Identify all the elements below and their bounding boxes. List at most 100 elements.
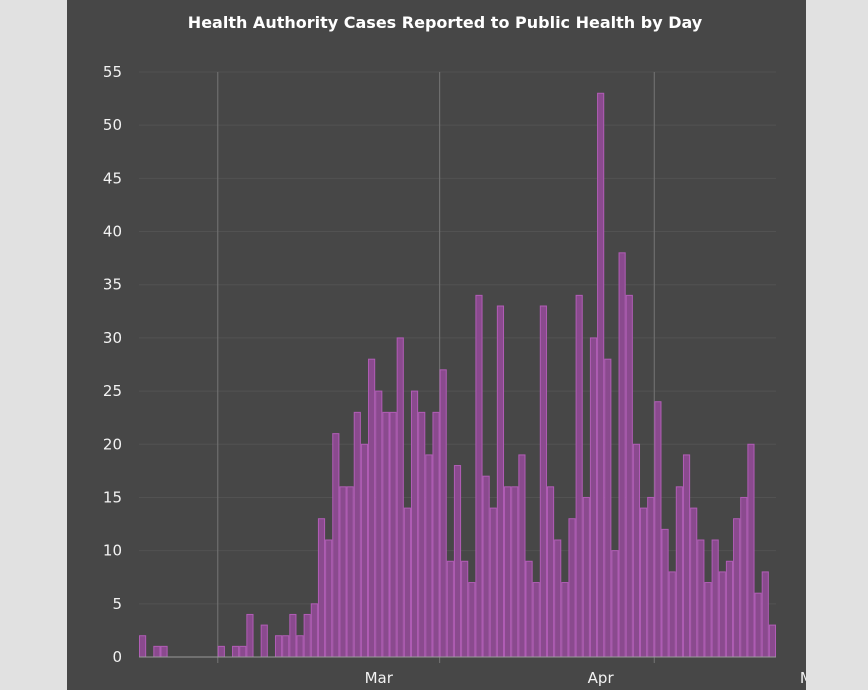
bar (432, 411, 440, 658)
bar (561, 582, 569, 658)
bar (768, 624, 777, 658)
bar (310, 603, 318, 658)
bar (282, 635, 290, 658)
y-tick-label: 5 (112, 595, 122, 613)
bar (403, 507, 411, 658)
bar (575, 294, 583, 658)
y-tick-label: 10 (103, 542, 122, 560)
bar (496, 305, 505, 658)
bar (718, 571, 726, 658)
bar (353, 411, 361, 658)
bar (611, 550, 619, 658)
bar (418, 411, 426, 658)
bar (482, 475, 490, 658)
bar (382, 411, 390, 658)
bar (232, 645, 240, 658)
y-tick-label: 45 (103, 169, 122, 187)
bar (625, 294, 633, 658)
bar (296, 635, 304, 658)
bar (546, 486, 555, 658)
bar (303, 613, 311, 658)
bar (733, 518, 741, 658)
bar (246, 613, 254, 658)
chart: Health Authority Cases Reported to Publi… (103, 13, 806, 687)
y-axis-ticks: 0 5 10 15 20 25 30 35 40 45 50 55 (103, 63, 122, 666)
y-tick-label: 50 (103, 116, 122, 134)
bar (582, 496, 590, 658)
bar (525, 560, 533, 658)
chart-panel: Health Authority Cases Reported to Publi… (67, 0, 806, 690)
bar (325, 539, 333, 658)
y-tick-label: 35 (103, 276, 122, 294)
bar (661, 528, 669, 658)
bar (368, 358, 376, 658)
bar (274, 635, 283, 658)
bar (532, 582, 540, 658)
bar (725, 560, 734, 658)
bar (647, 496, 655, 658)
bar (654, 401, 662, 658)
x-axis-ticks: Mar Apr May (365, 669, 806, 687)
bar (260, 624, 268, 658)
bar (346, 486, 354, 658)
bar (618, 252, 626, 658)
bar (682, 454, 691, 658)
bar (160, 645, 168, 658)
bar (568, 518, 576, 658)
bar (475, 294, 483, 658)
bar (518, 454, 526, 658)
bar (554, 539, 562, 658)
bar (425, 454, 433, 658)
bar (289, 613, 297, 658)
bar (761, 571, 769, 658)
bar (511, 486, 519, 658)
bar (375, 390, 383, 658)
bar (461, 560, 469, 658)
grid-lines (139, 71, 776, 605)
bar (217, 645, 225, 658)
bar (632, 443, 641, 658)
bar (754, 592, 762, 658)
y-tick-label: 20 (103, 435, 122, 453)
bar (468, 582, 476, 658)
bars (139, 92, 777, 658)
bar (668, 571, 676, 658)
x-tick-label: May (800, 669, 806, 687)
bar (453, 465, 462, 658)
bar (747, 443, 755, 658)
y-tick-label: 25 (103, 382, 122, 400)
bar (711, 539, 719, 658)
bar (690, 507, 698, 658)
bar (332, 433, 340, 658)
y-tick-label: 15 (103, 488, 122, 506)
bar (410, 390, 419, 658)
bar (389, 411, 397, 658)
bar (396, 337, 404, 658)
bar (597, 92, 605, 658)
bar (740, 496, 748, 658)
bar (675, 486, 683, 658)
x-tick-label: Apr (588, 669, 615, 687)
bar (640, 507, 648, 658)
y-tick-label: 55 (103, 63, 122, 81)
bar (139, 635, 147, 658)
bar (504, 486, 512, 658)
bar (317, 518, 326, 658)
bar (697, 539, 705, 658)
x-tick-label: Mar (365, 669, 394, 687)
bar (489, 507, 497, 658)
bar (153, 645, 161, 658)
bar (446, 560, 454, 658)
bar (439, 369, 447, 658)
bar (704, 582, 712, 658)
y-tick-label: 40 (103, 223, 122, 241)
bar (360, 443, 369, 658)
chart-title: Health Authority Cases Reported to Publi… (188, 13, 703, 32)
bar (589, 337, 598, 658)
y-tick-label: 30 (103, 329, 122, 347)
bar (339, 486, 347, 658)
bar (604, 358, 612, 658)
y-tick-label: 0 (112, 648, 122, 666)
bar (239, 645, 247, 658)
bar (539, 305, 547, 658)
